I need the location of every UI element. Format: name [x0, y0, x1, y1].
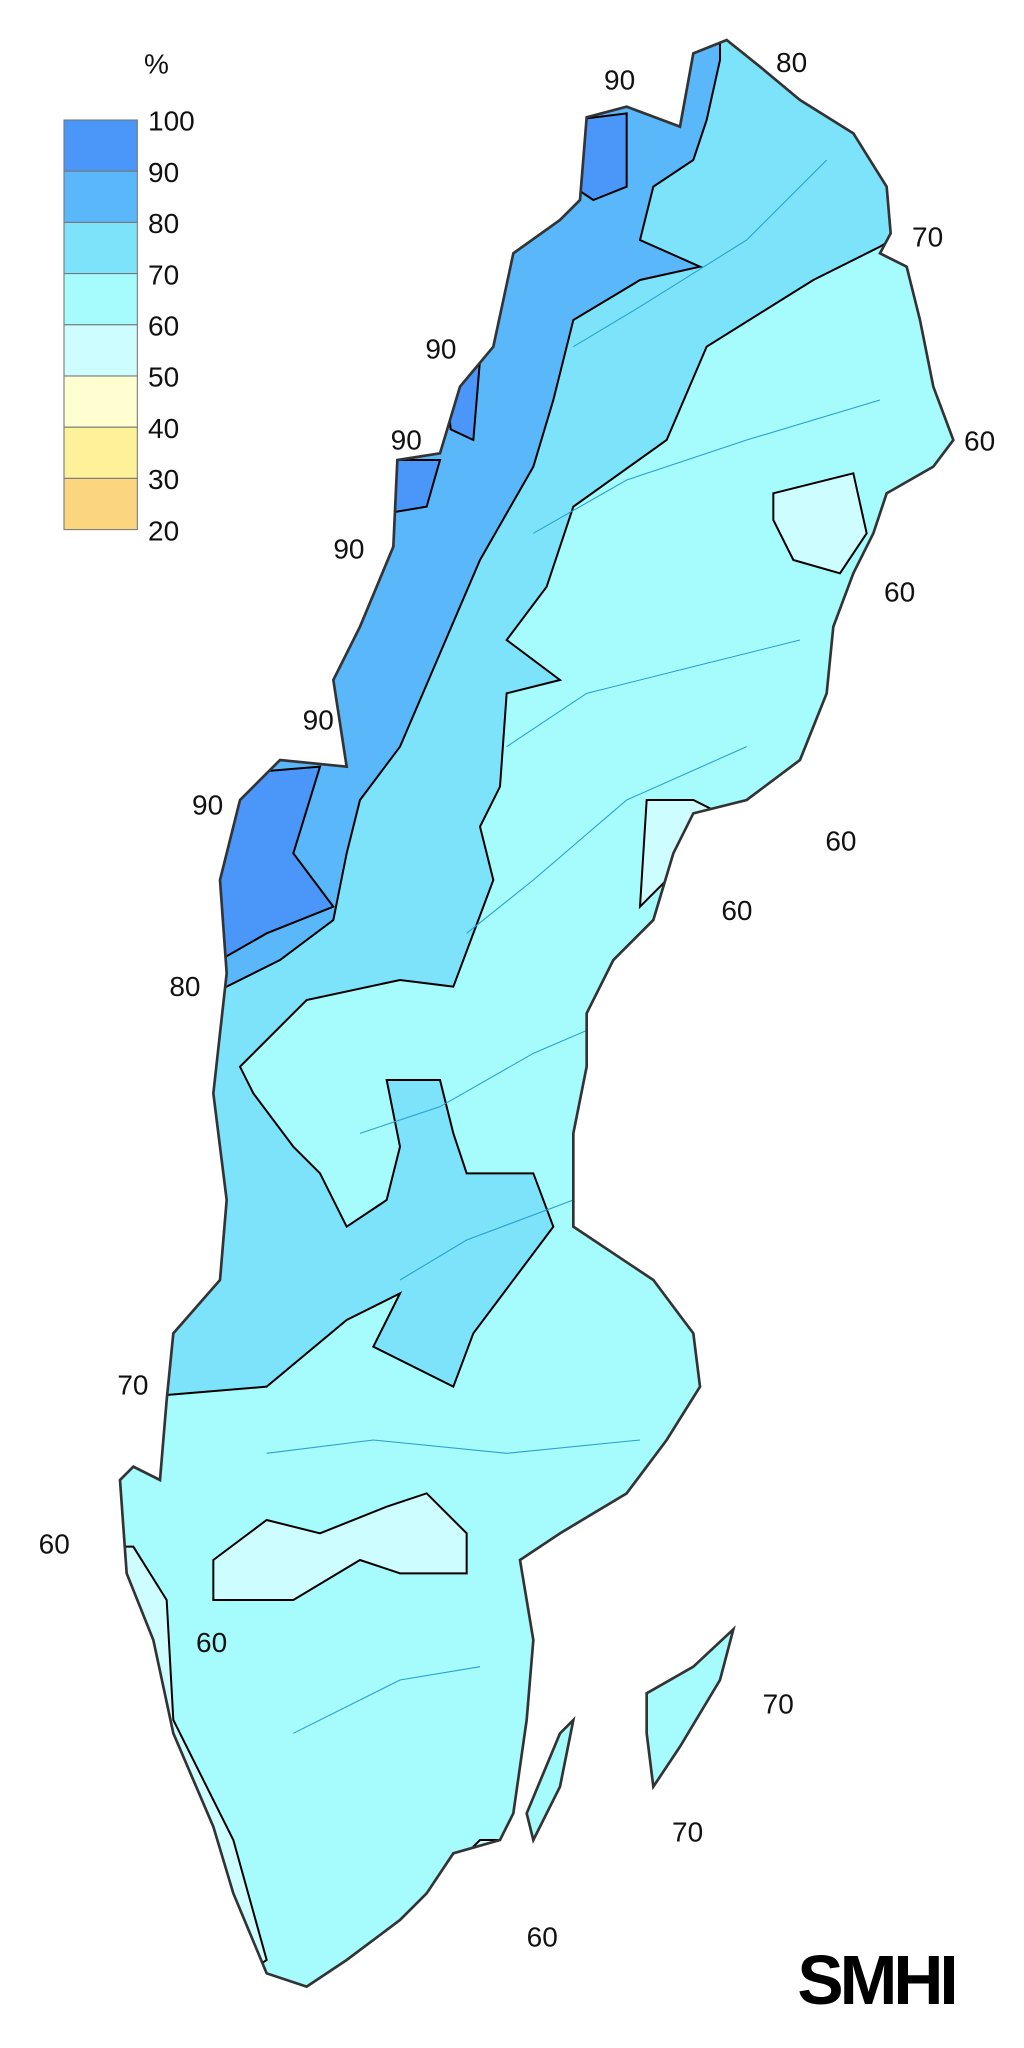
legend-swatch-90-100 — [63, 119, 138, 172]
legend-tick: 20 — [148, 515, 179, 546]
smhi-logo: SMHI — [797, 1941, 954, 2019]
legend-tick: 40 — [148, 413, 179, 444]
rivers — [266, 159, 881, 1734]
legend-tick: 90 — [148, 157, 179, 188]
contour-label: 90 — [391, 424, 422, 455]
contour-label: 70 — [912, 222, 943, 253]
zone-50-60 — [638, 799, 736, 910]
zone-90-100 — [445, 357, 482, 442]
legend-swatch-50-60 — [63, 324, 138, 377]
contour-label: 90 — [604, 64, 635, 95]
contour-label: 90 — [303, 704, 334, 735]
legend-swatch-20-30 — [63, 477, 138, 531]
contour-label: 90 — [333, 534, 364, 565]
legend-tick: 50 — [148, 362, 179, 393]
zone-50-60 — [772, 472, 868, 575]
legend-tick: 70 — [148, 259, 179, 290]
contour-label: 60 — [825, 826, 856, 857]
contour-label: 60 — [39, 1528, 70, 1559]
contour-label: 60 — [196, 1627, 227, 1658]
legend-tick: 80 — [148, 208, 179, 239]
legend-swatch-40-50 — [63, 375, 138, 428]
contour-label: 90 — [192, 790, 223, 821]
legend: 100 90 80 70 60 50 40 30 20 — [63, 106, 195, 546]
contour-label: 60 — [721, 895, 752, 926]
zone-50-60 — [212, 1492, 468, 1601]
contour-label: 60 — [964, 426, 995, 457]
contour-label: 70 — [117, 1370, 148, 1401]
contour-label: 70 — [672, 1816, 703, 1847]
contour-label: 90 — [425, 334, 456, 365]
legend-swatch-70-80 — [63, 221, 138, 275]
legend-swatch-80-90 — [63, 170, 138, 223]
legend-swatch-60-70 — [63, 273, 138, 326]
contour-label: 60 — [884, 576, 915, 607]
legend-tick: 60 — [148, 310, 179, 341]
legend-tick: 30 — [148, 464, 179, 495]
legend-tick: 100 — [148, 106, 195, 137]
contour-label: 70 — [763, 1688, 794, 1719]
legend-unit: % — [144, 48, 169, 79]
contour-label: 80 — [169, 971, 200, 1002]
contour-label: 60 — [527, 1922, 558, 1953]
contour-label: 80 — [776, 47, 807, 78]
contour-labels: 90 80 70 90 90 60 90 60 90 90 60 60 80 70 60 60 70 70 60 — [39, 47, 995, 1953]
legend-swatch-30-40 — [63, 426, 138, 479]
